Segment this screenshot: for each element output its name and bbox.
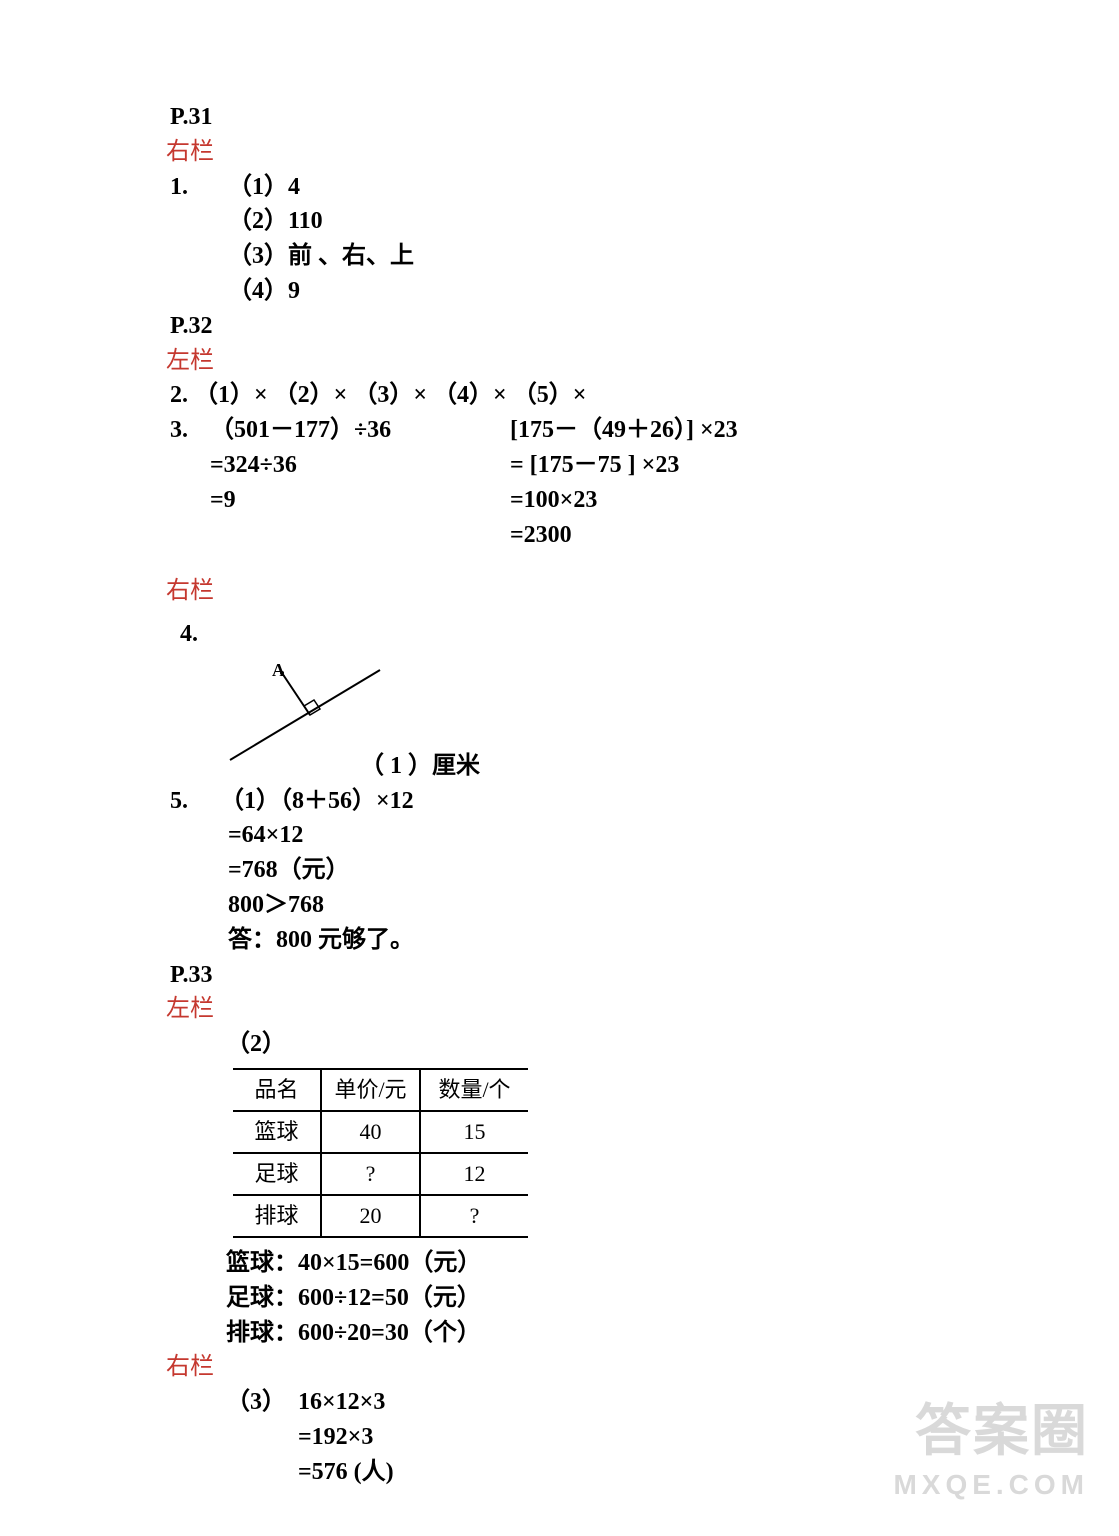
column-label-right-2: 右栏 (166, 574, 1119, 609)
q5-line-4: 800＞768 (228, 888, 414, 923)
cell-name: 篮球 (233, 1111, 321, 1153)
q5-line-1: （1）（8＋56）×12 (220, 784, 414, 819)
cell-qty: ? (420, 1195, 528, 1237)
cell-name: 排球 (233, 1195, 321, 1237)
calc-volley: 排球：600÷20=30（个） (226, 1316, 1119, 1351)
table-header-row: 品名 单价/元 数量/个 (233, 1069, 528, 1111)
th-name: 品名 (233, 1069, 321, 1111)
column-label-right-3: 右栏 (166, 1350, 1119, 1385)
q3-right-2: = [175－75 ] ×23 (510, 448, 738, 483)
q5-line-5: 答：800 元够了。 (228, 923, 414, 958)
sub3-line-2: =192×3 (298, 1420, 394, 1455)
cell-qty: 15 (420, 1111, 528, 1153)
svg-text:A: A (272, 660, 285, 680)
page-ref-32: P.32 (170, 309, 1119, 344)
q1-ans-3: （3）前 、右、上 (228, 239, 414, 274)
q3-left-2: =324÷36 (210, 448, 510, 483)
watermark: 答案圈 MXQE.COM (893, 1390, 1089, 1506)
q4-centimeter: （ 1 ）厘米 (360, 749, 1119, 784)
q1-ans-2: （2）110 (228, 204, 414, 239)
table-row: 足球 ? 12 (233, 1153, 528, 1195)
sub3-label: （3） (226, 1385, 298, 1489)
q3-left-1: （501－177）÷36 (210, 413, 510, 448)
q3-left-3: =9 (210, 483, 510, 518)
cell-qty: 12 (420, 1153, 528, 1195)
q2-line: 2. （1）× （2）× （3）× （4）× （5）× (170, 378, 1119, 413)
watermark-text: 答案圈 (893, 1390, 1089, 1471)
table-row: 排球 20 ? (233, 1195, 528, 1237)
th-price: 单价/元 (321, 1069, 420, 1111)
table-row: 篮球 40 15 (233, 1111, 528, 1153)
cell-price: 40 (321, 1111, 420, 1153)
column-label-left-2: 左栏 (166, 992, 1119, 1027)
q4-number: 4. (180, 617, 1119, 652)
cell-price: 20 (321, 1195, 420, 1237)
q3-right-1: [175－（49＋26）] ×23 (510, 413, 738, 448)
watermark-url: MXQE.COM (893, 1465, 1089, 1506)
cell-name: 足球 (233, 1153, 321, 1195)
calc-basketball: 篮球：40×15=600（元） (226, 1246, 1119, 1281)
q3-right-3: =100×23 (510, 483, 738, 518)
cell-price: ? (321, 1153, 420, 1195)
q1-ans-1: （1）4 (228, 170, 414, 205)
column-label-right-1: 右栏 (166, 135, 1119, 170)
price-table: 品名 单价/元 数量/个 篮球 40 15 足球 ? 12 排球 20 ? (233, 1068, 528, 1238)
q3-number: 3. (170, 413, 210, 552)
q5-line-2: =64×12 (228, 818, 414, 853)
th-qty: 数量/个 (420, 1069, 528, 1111)
q1-number: 1. (170, 170, 228, 309)
sub2-label: （2） (226, 1027, 1119, 1062)
calc-football: 足球：600÷12=50（元） (226, 1281, 1119, 1316)
q5-number: 5. (170, 784, 220, 958)
q5-line-3: =768（元） (228, 853, 414, 888)
q3-right-4: =2300 (510, 518, 738, 553)
column-label-left-1: 左栏 (166, 344, 1119, 379)
q1-ans-4: （4）9 (228, 274, 414, 309)
sub3-line-1: 16×12×3 (298, 1385, 394, 1420)
page-ref-33: P.33 (170, 958, 1119, 993)
page-ref-31: P.31 (170, 100, 1119, 135)
sub3-line-3: =576 (人) (298, 1455, 394, 1490)
